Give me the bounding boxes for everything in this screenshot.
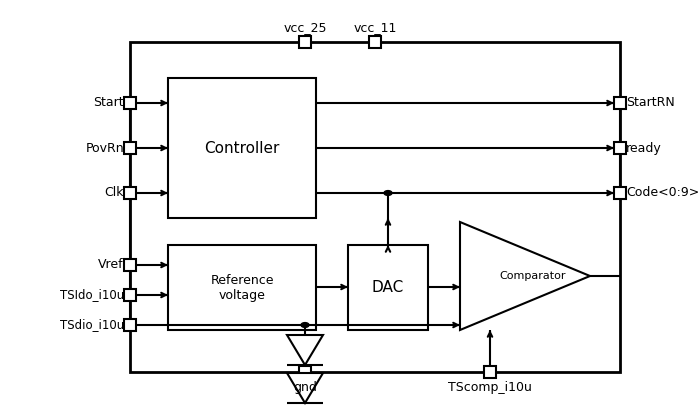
Text: Comparator: Comparator <box>500 271 566 281</box>
Text: Code<0:9>: Code<0:9> <box>626 186 699 199</box>
Bar <box>299 366 311 378</box>
Circle shape <box>301 323 309 328</box>
Bar <box>168 78 316 218</box>
Bar <box>130 42 620 372</box>
Text: TScomp_i10u: TScomp_i10u <box>448 381 532 394</box>
Text: Vref: Vref <box>99 258 124 271</box>
Bar <box>614 97 626 109</box>
Text: Start: Start <box>93 97 124 110</box>
Bar <box>124 259 136 271</box>
Text: StartRN: StartRN <box>626 97 675 110</box>
Bar <box>299 36 311 48</box>
Bar <box>124 97 136 109</box>
Text: PovRn: PovRn <box>85 142 124 155</box>
Polygon shape <box>287 373 323 403</box>
Bar <box>369 36 381 48</box>
Text: vcc_25: vcc_25 <box>284 21 327 34</box>
Text: vcc_11: vcc_11 <box>354 21 397 34</box>
Text: TSIdo_i10u: TSIdo_i10u <box>60 289 124 302</box>
Bar <box>484 366 496 378</box>
Polygon shape <box>460 222 590 330</box>
Text: Clk: Clk <box>104 186 124 199</box>
Text: Controller: Controller <box>204 141 280 155</box>
Bar <box>124 142 136 154</box>
Bar <box>124 187 136 199</box>
Bar <box>614 187 626 199</box>
Text: TSdio_i10u: TSdio_i10u <box>60 318 124 331</box>
Circle shape <box>384 191 392 195</box>
Text: gnd: gnd <box>293 381 317 394</box>
Text: ready: ready <box>626 142 662 155</box>
Text: Reference
voltage: Reference voltage <box>210 273 274 302</box>
Bar <box>168 245 316 330</box>
Polygon shape <box>287 335 323 365</box>
Bar <box>124 289 136 301</box>
Bar <box>614 142 626 154</box>
Bar <box>348 245 428 330</box>
Text: DAC: DAC <box>372 280 404 295</box>
Bar <box>124 319 136 331</box>
